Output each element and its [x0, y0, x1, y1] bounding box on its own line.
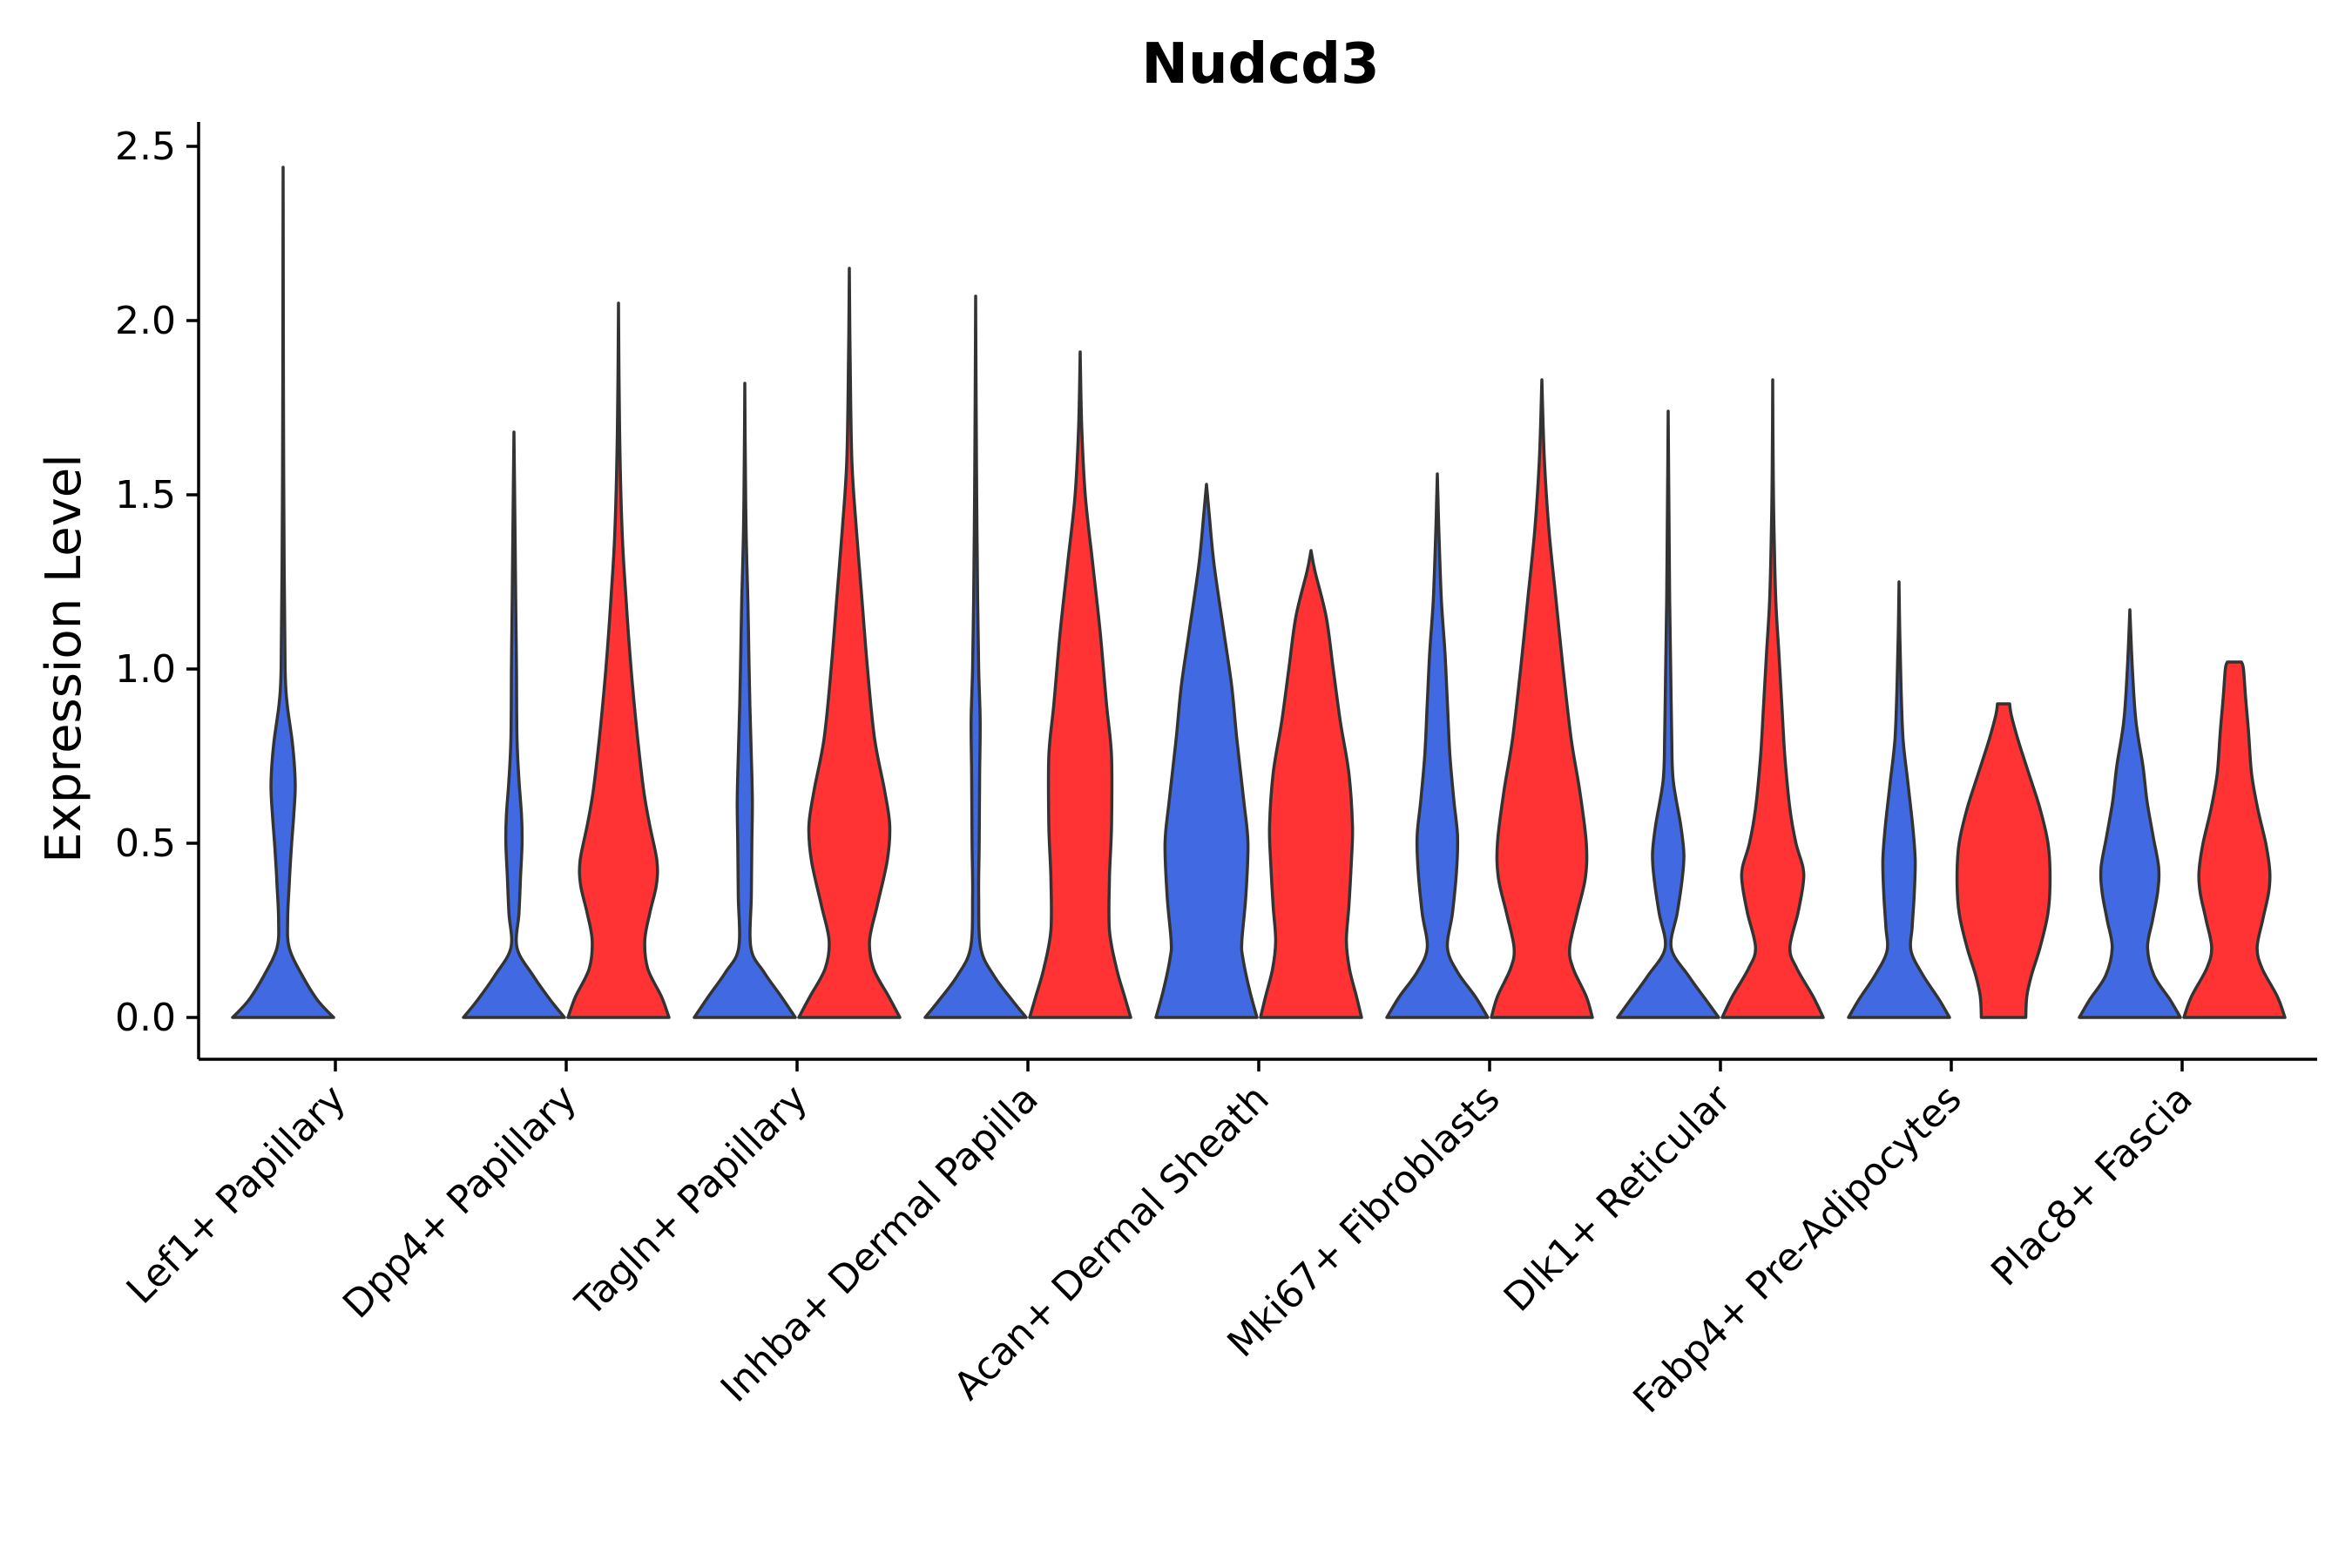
y-tick-label: 2.5: [115, 125, 176, 169]
x-tick-label-dpp4-papillary: Dpp4+ Papillary: [335, 1077, 585, 1328]
violin-group-1-dpp4-papillary: [462, 430, 566, 1019]
violin-group-2-fabp4-pre-adipocytes: [1955, 702, 2052, 1019]
y-tick-label: 1.0: [115, 647, 176, 692]
y-axis-label: Expression Level: [36, 454, 92, 863]
violin-group-1-dlk1-reticular: [1616, 409, 1720, 1019]
x-tick-label-lef1-papillary: Lef1+ Papillary: [118, 1077, 355, 1313]
violin-group-2-acan-dermal-sheath: [1259, 549, 1363, 1019]
x-tick-label-dlk1-reticular: Dlk1+ Reticular: [1496, 1076, 1740, 1321]
violin-group-1-mki67-fibroblasts: [1385, 472, 1490, 1019]
x-tick-label-tagln-papillary: Tagln+ Papillary: [567, 1077, 816, 1326]
y-tick-label: 2.0: [115, 299, 176, 343]
x-tick-label-plac8-fascia: Plac8+ Fascia: [1983, 1077, 2201, 1295]
y-tick-label: 1.5: [115, 473, 176, 517]
violin-group-2-mki67-fibroblasts: [1490, 378, 1594, 1019]
violin-group-2-dpp4-papillary: [566, 301, 671, 1019]
violin-group-1-plac8-fascia: [2078, 608, 2182, 1019]
violin-group-1-lef1-papillary: [231, 166, 335, 1019]
y-tick-label: 0.0: [115, 996, 176, 1040]
violin-group-1-inhba-dermal-papilla: [923, 294, 1028, 1019]
violin-group-2-dlk1-reticular: [1720, 378, 1825, 1019]
violin-group-2-plac8-fascia: [2182, 660, 2287, 1019]
violin-layer: [231, 166, 2287, 1019]
y-tick-label: 0.5: [115, 821, 176, 866]
violin-group-1-fabp4-pre-adipocytes: [1847, 580, 1951, 1019]
violin-group-2-inhba-dermal-papilla: [1028, 350, 1132, 1019]
violin-group-1-tagln-papillary: [693, 382, 797, 1019]
violin-group-1-acan-dermal-sheath: [1154, 483, 1259, 1019]
chart-title: Nudcd3: [1141, 32, 1379, 97]
violin-group-2-tagln-papillary: [797, 267, 902, 1019]
